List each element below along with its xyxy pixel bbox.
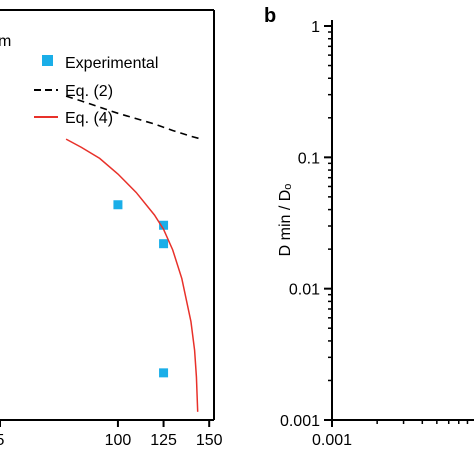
legend-marker-experimental [42, 55, 53, 66]
legend-label-experimental: Experimental [65, 55, 158, 72]
panel-b-x-ticks: 0.001 [312, 420, 469, 449]
panel-a-series [65, 95, 201, 412]
panel-a-legend: Experimental Eq. (2) Eq. (4) [34, 55, 158, 127]
panel-a-x-tick-label: 125 [150, 432, 177, 449]
panel-a-partial-title: m [0, 33, 11, 50]
panel-b-y-tick-label: 1 [311, 19, 320, 36]
experimental-point [159, 239, 169, 249]
panel-a: m 100 125 150 5 Experimental Eq. (2) Eq. (4… [0, 9, 223, 449]
panel-b-y-tick-label: 0.001 [280, 413, 320, 430]
experimental-point [159, 368, 169, 378]
panel-b-label: b [264, 5, 276, 27]
panel-b-y-ticks: 0.001 0.01 0.1 1 [280, 19, 332, 430]
panel-b-y-tick-label: 0.1 [298, 150, 320, 167]
experimental-point [113, 200, 123, 210]
panel-a-x-tick-label: 100 [105, 432, 132, 449]
panel-a-x-tick-label-partial: 5 [0, 432, 5, 449]
eq4-curve [65, 138, 199, 412]
panel-a-x-ticks: 100 125 150 5 [0, 420, 223, 449]
experimental-point [159, 220, 169, 230]
panel-b: b D min / Dₒ 0.001 0.01 0.1 1 0.001 [264, 5, 474, 449]
panel-b-y-axis-title: D min / Dₒ [277, 184, 294, 257]
legend-label-eq4: Eq. (4) [65, 110, 113, 127]
eq2-curve [65, 95, 201, 140]
panel-b-y-tick-label: 0.01 [289, 282, 320, 299]
panel-a-x-tick-label: 150 [196, 432, 223, 449]
legend-label-eq2: Eq. (2) [65, 83, 113, 100]
panel-b-x-tick-label: 0.001 [312, 432, 352, 449]
